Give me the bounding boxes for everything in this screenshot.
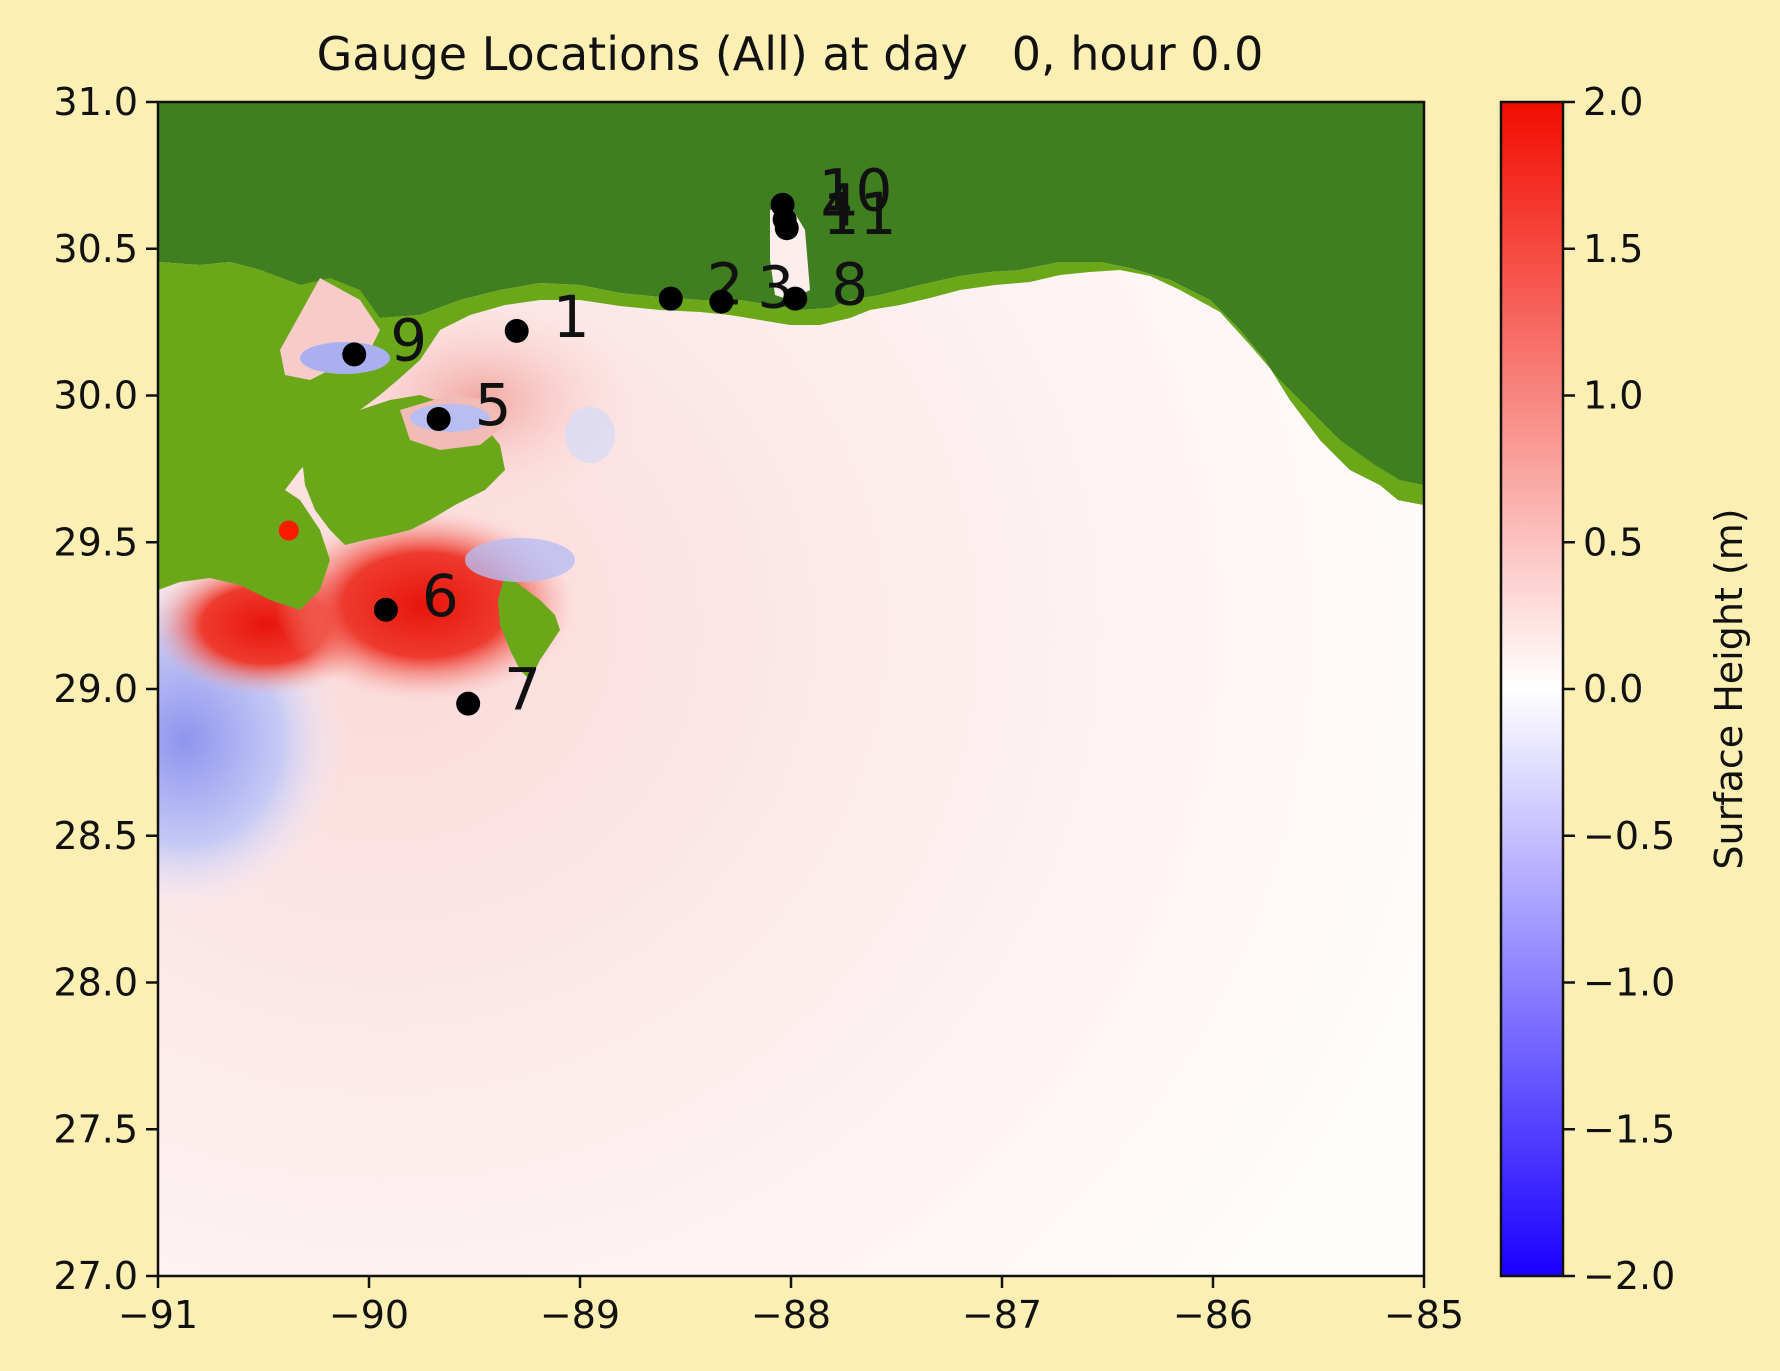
gauge-label-1: 1: [553, 283, 590, 351]
y-tick-label: 27.0: [53, 1254, 138, 1298]
gauge-label-5: 5: [475, 371, 512, 439]
gauge-label-6: 6: [422, 562, 459, 630]
colorbar-tick-label: 0.5: [1583, 520, 1643, 564]
y-tick-label: 30.0: [53, 374, 138, 418]
x-axis: −91 −90 −89 −88 −87 −86 −85: [118, 1276, 1464, 1337]
gauge-point-3: [709, 289, 734, 314]
colorbar-tick-label: 2.0: [1583, 80, 1643, 124]
land-marsh-southwest: [158, 465, 330, 610]
y-tick-label: 31.0: [53, 80, 138, 124]
colorbar-tick-label: −0.5: [1583, 814, 1675, 858]
gauge-point-5: [426, 406, 451, 431]
gauge-label-9: 9: [390, 306, 427, 374]
gauge-point-11: [774, 216, 799, 241]
gauge-label-8: 8: [831, 251, 868, 319]
colorbar-tick-label: 1.5: [1583, 227, 1643, 271]
gauge-label-11: 11: [823, 180, 897, 248]
y-tick-label: 30.5: [53, 227, 138, 271]
colorbar-tick-label: −2.0: [1583, 1254, 1675, 1298]
colorbar-axis: −2.0 −1.5 −1.0 −0.5 0.0 0.5 1.0 1.5 2.0: [1563, 80, 1675, 1298]
x-tick-label: −87: [962, 1293, 1042, 1337]
colorbar-tick-label: 0.0: [1583, 667, 1643, 711]
y-axis: 27.0 27.5 28.0 28.5 29.0 29.5 30.0 30.5 31.0: [53, 80, 158, 1298]
gauge-label-4: 4: [821, 171, 858, 239]
colorbar-tick-label: 1.0: [1583, 374, 1643, 418]
x-tick-label: −88: [751, 1293, 831, 1337]
y-tick-label: 28.0: [53, 961, 138, 1005]
gauge-label-7: 7: [504, 656, 541, 724]
y-tick-label: 27.5: [53, 1107, 138, 1151]
depression-east: [465, 538, 575, 582]
colorbar-tick-label: −1.0: [1583, 961, 1675, 1005]
land-mississippi-delta: [498, 575, 560, 680]
x-tick-label: −89: [540, 1293, 620, 1337]
land-marsh-region: [158, 262, 1424, 580]
colorbar: [1499, 100, 1565, 1278]
depression-north: [565, 407, 615, 463]
gauge-point-9: [342, 342, 367, 367]
gauge-point-7: [456, 691, 481, 716]
gauge-point-1: [504, 318, 529, 343]
y-tick-label: 28.5: [53, 814, 138, 858]
colorbar-tick-label: −1.5: [1583, 1107, 1675, 1151]
gauge-point-8: [783, 286, 808, 311]
red-marker: [278, 520, 299, 541]
gauge-point-2: [658, 286, 683, 311]
x-tick-label: −91: [118, 1293, 198, 1337]
gauge-label-10: 10: [819, 157, 893, 225]
gauge-point-10: [770, 192, 795, 217]
colorbar-label: Surface Height (m): [1707, 508, 1751, 869]
chart-title: Gauge Locations (All) at day 0, hour 0.0: [317, 27, 1264, 81]
x-tick-label: −86: [1173, 1293, 1253, 1337]
x-tick-label: −85: [1384, 1293, 1464, 1337]
gauge-label-3: 3: [757, 254, 794, 322]
y-tick-label: 29.5: [53, 520, 138, 564]
x-tick-label: −90: [329, 1293, 409, 1337]
gauge-point-6: [373, 597, 398, 622]
y-tick-label: 29.0: [53, 667, 138, 711]
